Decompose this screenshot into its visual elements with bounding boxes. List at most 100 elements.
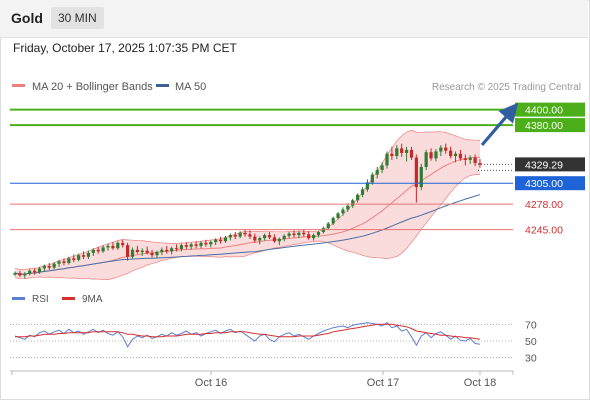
level-tag-4380.00 [515,118,585,133]
candle-body [57,261,61,264]
candle [404,146,409,162]
candle-body [106,245,110,248]
candle-body [307,234,311,239]
candle-body [155,252,159,256]
level-tag-4305.00 [515,176,585,191]
candle-body [32,270,37,273]
candle [101,245,105,253]
candle-body [287,233,291,236]
candle-body [439,147,443,152]
level-tag-4400.00 [515,102,585,117]
candle [125,242,130,261]
chart-datetime: Friday, October 17, 2025 1:07:35 PM CET [13,41,237,55]
rsi-level-label-50: 50 [525,336,537,348]
candle [228,233,232,241]
candle-body [130,249,135,257]
candle-body [326,223,330,229]
candle-body [297,232,301,236]
candle-body [463,158,467,160]
candle [243,229,247,237]
candle-body [331,218,335,224]
candle-body [258,238,262,241]
candle-body [444,147,448,151]
candle-body [449,150,453,157]
candle-body [184,245,188,247]
timeframe-button[interactable]: 30 MIN [51,7,104,29]
candle [199,241,203,249]
candle-body [72,258,76,260]
candle-body [243,232,247,235]
candle [253,233,257,243]
candle [150,249,154,258]
rsi-legend-label: RSI [32,294,49,305]
candle [91,248,95,256]
candle [32,268,37,275]
candle-body [356,194,360,201]
candle [331,216,335,226]
candle [28,269,32,276]
time-axis: Oct 16 Oct 17 Oct 18 [10,370,514,389]
candle [365,179,370,192]
candle [81,251,86,260]
candle-body [267,235,272,238]
candle [52,262,56,270]
candle-body [341,209,345,214]
candle [258,236,262,245]
candle [282,234,286,242]
candle-body [385,153,389,166]
candle [86,250,91,260]
ma9-legend-label: 9MA [82,294,103,305]
candle-body [125,245,130,257]
candle [287,231,291,239]
ma50-legend-label: MA 50 [175,81,206,93]
candle-body [47,266,51,268]
candle-body [160,249,164,253]
candle-body [404,149,409,153]
candle [272,234,277,243]
rsi-level-label-70: 70 [525,319,537,331]
candle [140,248,144,256]
candle [326,221,330,230]
candle [96,246,100,254]
candle-body [478,163,482,165]
bollinger-lower-line [14,174,481,280]
rsi-legend-swatch [12,297,25,300]
candle [375,166,379,179]
candle-body [458,153,463,159]
candle [414,154,418,203]
instrument-title: Gold [11,10,43,26]
candle [409,146,414,160]
level-label-4278.00: 4278.00 [525,199,563,211]
candle [214,238,218,246]
candle-body [101,247,105,252]
candle [106,243,110,251]
candle-body [228,235,232,238]
candle-body [170,248,174,252]
candle [297,231,301,239]
candle-body [18,273,22,276]
candle [263,233,267,241]
candle-body [400,148,404,153]
rsi-line [14,322,481,348]
level-label-4329.29: 4329.29 [525,159,563,171]
candle-body [199,242,203,246]
candle-body [204,242,208,245]
candle-body [346,205,350,210]
candle [463,154,467,166]
candle-body [233,235,237,237]
candle [429,148,433,161]
candle [400,143,404,157]
candle-body [277,238,281,242]
level-label-4305.00: 4305.00 [525,178,563,190]
price-plot-area [13,129,482,280]
candle [277,237,281,246]
candle [218,236,223,244]
candle-body [429,152,433,159]
candle [449,146,453,159]
candle-body [360,189,365,195]
candle-body [375,170,379,175]
ma50-legend-swatch [156,84,169,87]
candle [145,246,149,255]
candle-body [77,255,81,260]
candle-body [179,245,184,250]
